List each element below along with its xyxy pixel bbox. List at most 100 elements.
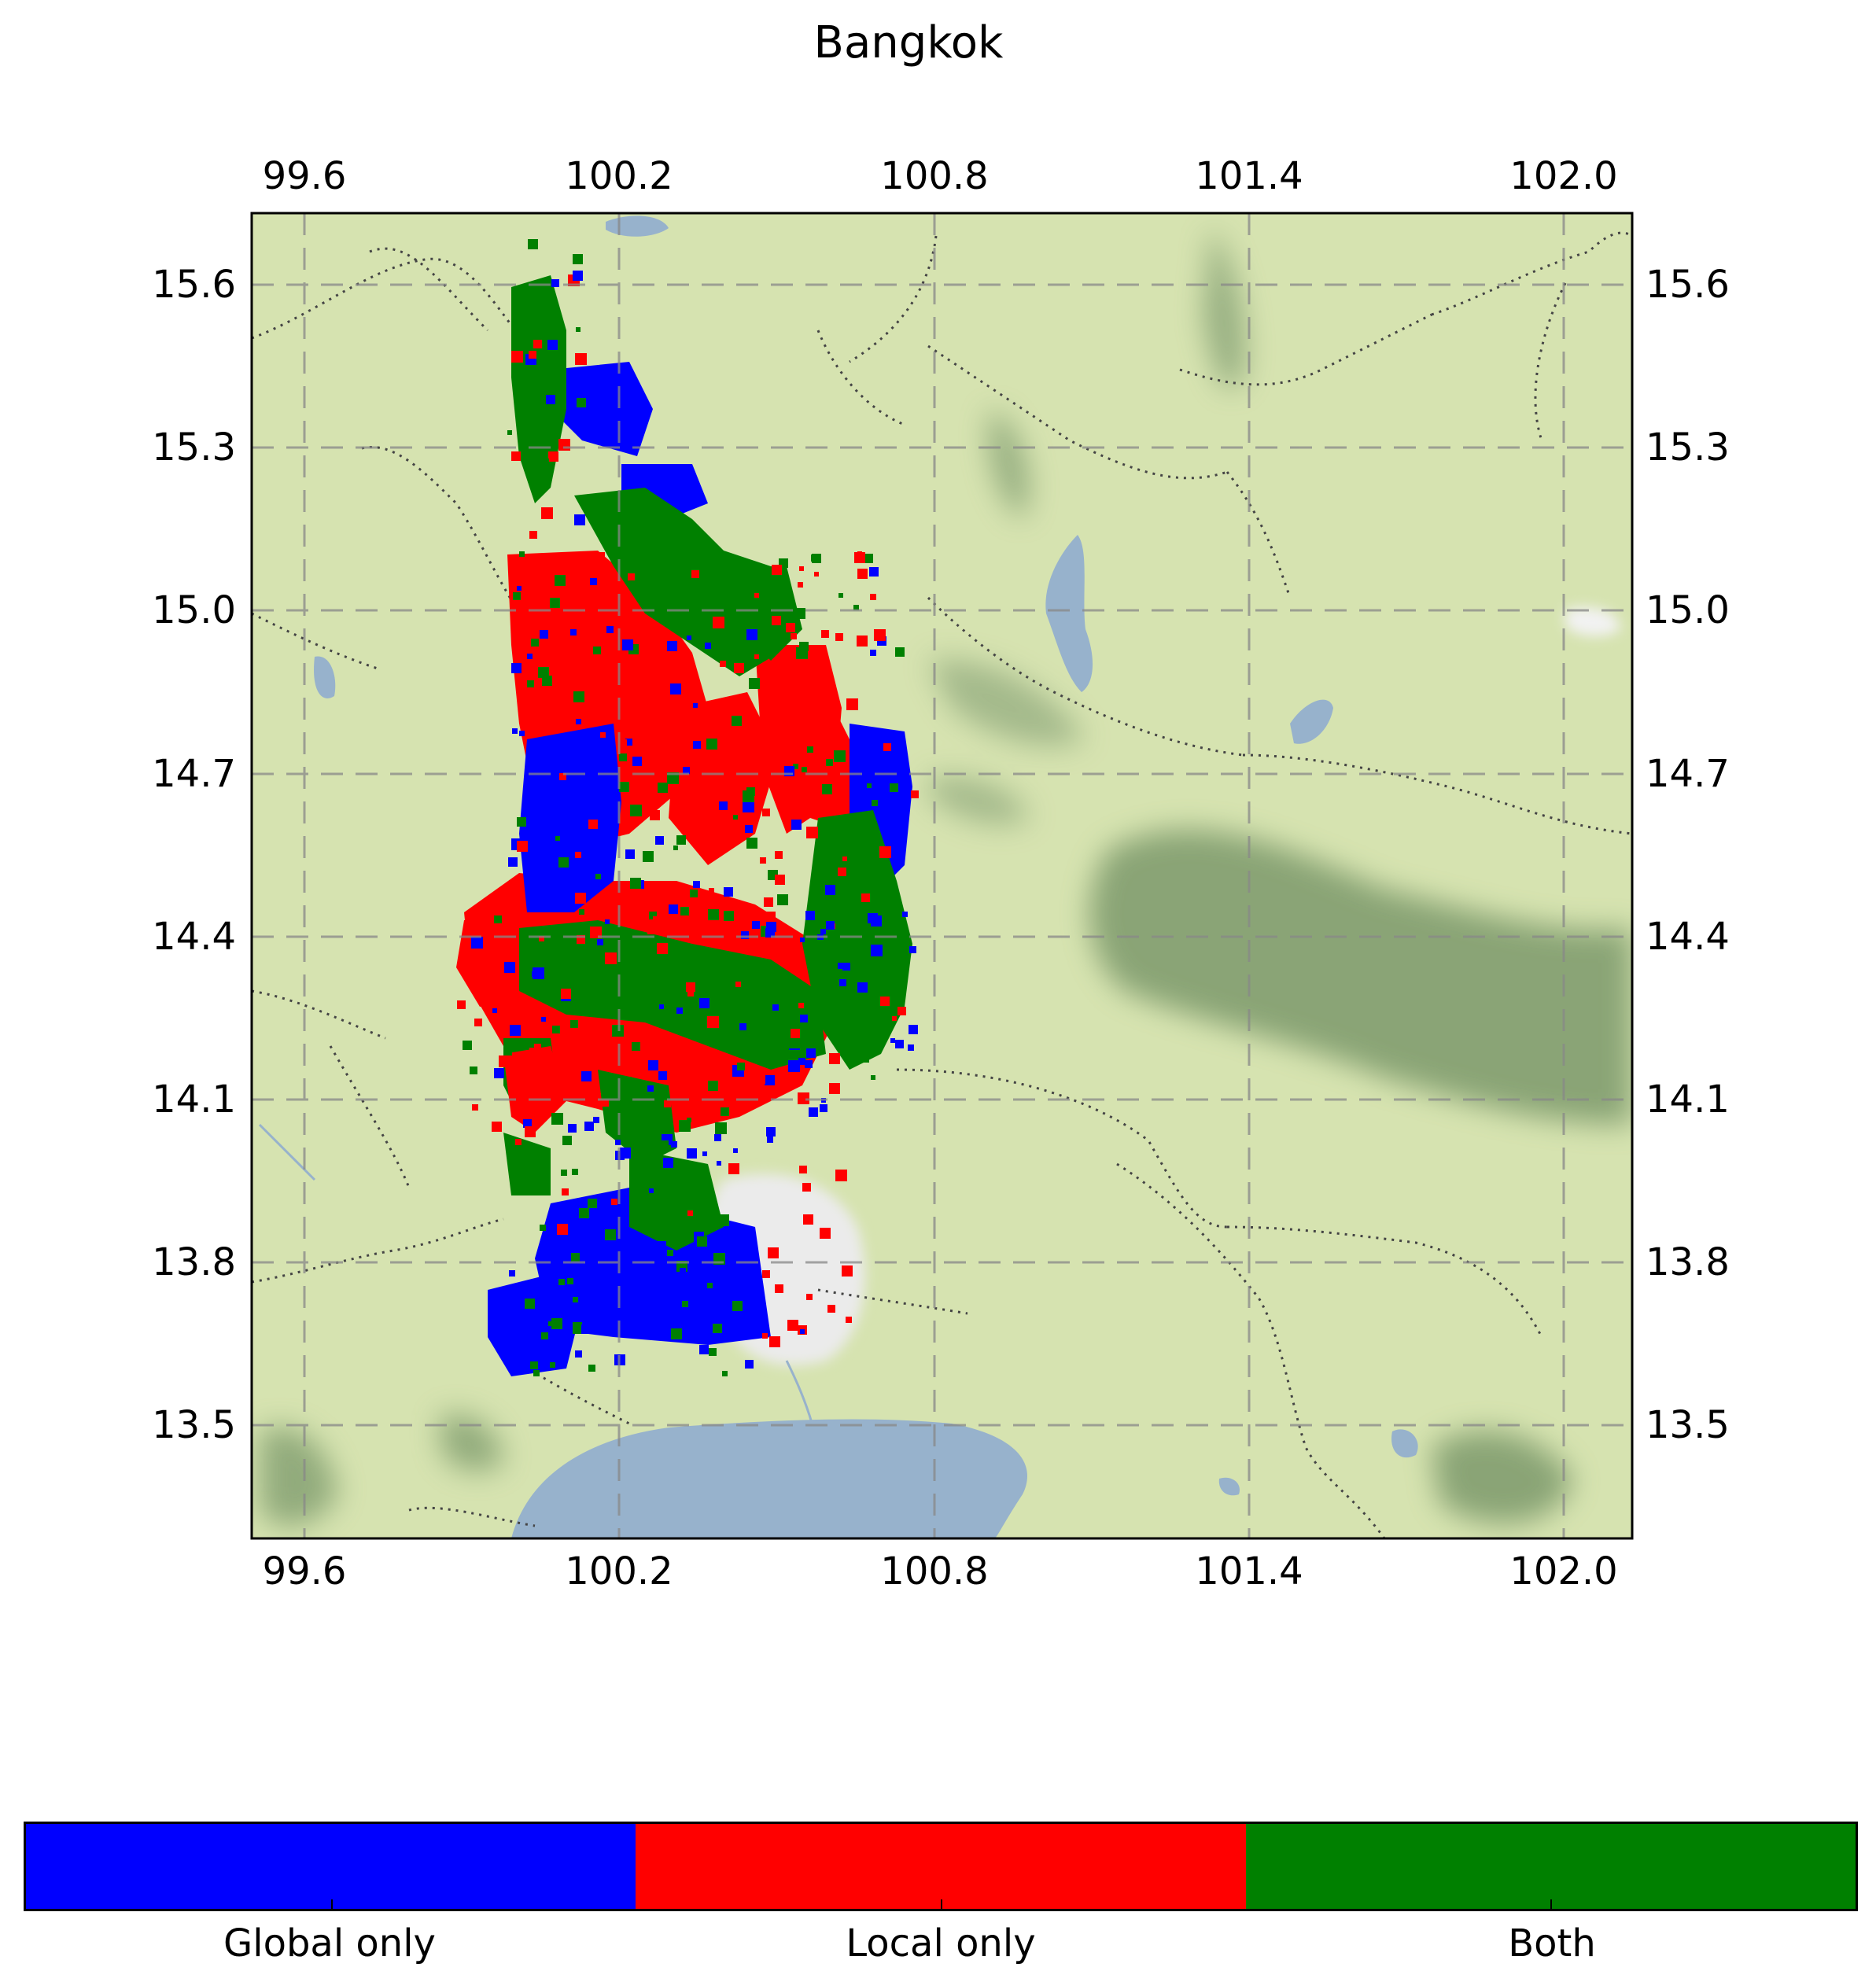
flood-pixel	[621, 1091, 626, 1096]
flood-pixel	[667, 641, 677, 651]
flood-pixel	[713, 1324, 722, 1333]
flood-pixel	[595, 874, 601, 879]
x-tick-top-3: 101.4	[1195, 154, 1303, 198]
flood-pixel	[573, 271, 583, 281]
flood-pixel	[799, 566, 804, 571]
flood-pixel	[707, 1016, 719, 1028]
flood-pixel	[867, 783, 872, 788]
flood-pixel	[883, 743, 891, 751]
flood-pixel	[847, 822, 853, 827]
flood-pixel	[664, 1100, 671, 1107]
flood-pixel	[680, 907, 689, 915]
flood-pixel	[575, 893, 586, 904]
flood-pixel	[569, 654, 579, 663]
flood-pixel	[527, 680, 534, 687]
flood-pixel	[600, 732, 606, 738]
flood-pixel	[794, 608, 805, 619]
flood-pixel	[857, 551, 862, 556]
flood-patch	[519, 724, 621, 912]
flood-pixel	[584, 810, 595, 821]
flood-pixel	[515, 1139, 522, 1145]
flood-pixel	[714, 1134, 721, 1141]
flood-pixel	[755, 1074, 765, 1084]
province-boundaries	[252, 231, 1632, 1538]
flood-pixel	[791, 633, 797, 639]
flood-pixel	[807, 746, 813, 753]
flood-pixel	[561, 989, 571, 999]
flood-pixel	[754, 654, 759, 659]
flood-pixel	[513, 592, 521, 600]
flood-pixel	[707, 1283, 713, 1288]
flood-pixel	[871, 1075, 875, 1080]
flood-pixel	[687, 1210, 693, 1216]
flood-pixel	[472, 1104, 478, 1111]
flood-pixel	[558, 857, 569, 868]
flood-pixel	[676, 1008, 683, 1014]
flood-pixel	[861, 893, 870, 902]
flood-pixel	[517, 841, 528, 852]
flood-pixel	[552, 1026, 560, 1033]
flood-pixel	[690, 932, 701, 943]
flood-pixel	[499, 1055, 510, 1067]
flood-pixel	[555, 575, 566, 586]
flood-pixel	[667, 1250, 673, 1256]
flood-pixel	[511, 351, 523, 363]
flood-pixel	[651, 1269, 656, 1273]
flood-pixel	[476, 970, 487, 981]
flood-pixel	[655, 1241, 666, 1252]
flood-pixel	[541, 1017, 546, 1022]
flood-pixel	[525, 1126, 536, 1137]
flood-pixel	[558, 439, 570, 451]
flood-pixel	[528, 239, 538, 249]
flood-pixel	[581, 1324, 591, 1334]
y-tick-left-2: 15.0	[152, 588, 236, 632]
flood-pixel	[655, 836, 664, 845]
y-tick-right-0: 15.6	[1646, 263, 1730, 307]
flood-pixel	[562, 1188, 569, 1195]
flood-pixel	[728, 1024, 735, 1031]
flood-pixel	[800, 1015, 808, 1022]
flood-pixel	[659, 1140, 669, 1150]
flood-pixel	[699, 998, 709, 1008]
flood-pixel	[842, 1265, 853, 1277]
flood-pixel	[805, 1060, 813, 1068]
flood-pixel	[585, 1227, 597, 1239]
flood-pixel	[540, 1225, 546, 1231]
flood-pixel	[574, 514, 585, 525]
flood-pixel	[829, 1053, 840, 1064]
flood-pixel	[632, 1042, 640, 1051]
flood-pixel	[723, 776, 733, 787]
flood-pixel	[746, 838, 757, 849]
flood-pixel	[870, 594, 876, 600]
flood-pixel	[593, 647, 601, 654]
flood-pixel	[673, 845, 678, 850]
flood-pixel	[791, 820, 802, 830]
flood-pixel	[869, 567, 879, 577]
flood-pixel	[603, 824, 614, 834]
flood-pixel	[721, 1107, 729, 1116]
flood-pixel	[713, 617, 724, 628]
flood-pixel	[533, 1370, 540, 1376]
flood-pixel	[632, 757, 642, 766]
flood-pixel	[573, 691, 584, 702]
colorbar-segment-local	[636, 1824, 1246, 1909]
y-tick-right-7: 13.5	[1646, 1403, 1730, 1447]
flood-pixel	[538, 284, 543, 289]
flood-pixel	[547, 429, 555, 437]
flood-pixel	[868, 913, 878, 923]
flood-pixel	[570, 785, 577, 791]
flood-pixel	[746, 787, 755, 796]
flood-pixel	[749, 678, 760, 689]
flood-pixel	[683, 767, 690, 774]
flood-pixel	[595, 783, 599, 787]
flood-pixel	[676, 835, 686, 845]
flood-pixel	[744, 1281, 751, 1288]
flood-pixel	[602, 1100, 609, 1107]
flood-pixel	[834, 750, 846, 762]
colorbar-segment-both	[1245, 1824, 1856, 1909]
flood-pixel	[686, 982, 695, 992]
flood-pixel	[537, 459, 549, 470]
flood-pixel	[717, 1161, 721, 1166]
flood-pixel	[746, 629, 757, 640]
